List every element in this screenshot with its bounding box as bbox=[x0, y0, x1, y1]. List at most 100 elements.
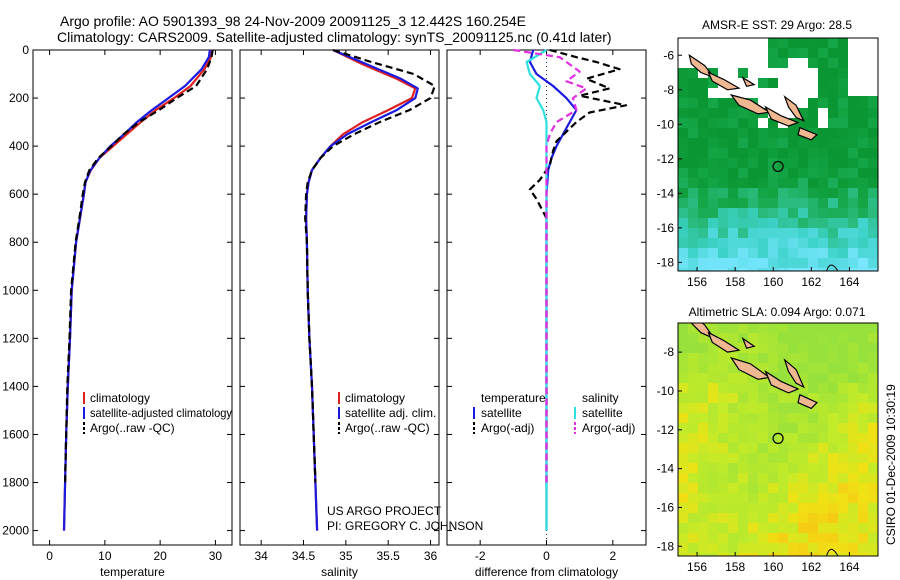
map-cell bbox=[828, 88, 838, 98]
map-cell bbox=[718, 148, 728, 158]
map-cell bbox=[818, 48, 828, 58]
map-cell bbox=[838, 58, 848, 68]
map-cell bbox=[688, 473, 698, 483]
map-cell bbox=[768, 218, 778, 228]
series-line-argo-adj bbox=[513, 48, 588, 483]
map-cell bbox=[758, 423, 768, 433]
figure-title-line2: Climatology: CARS2009. Satellite-adjuste… bbox=[57, 29, 612, 45]
map-cell bbox=[828, 403, 838, 413]
map-cell bbox=[738, 323, 748, 333]
map-cell bbox=[828, 353, 838, 363]
map-cell bbox=[798, 483, 808, 493]
x-tick-label: 10 bbox=[98, 549, 112, 563]
map-cell bbox=[858, 513, 868, 523]
map-cell bbox=[678, 138, 688, 148]
legend-label-temp-argo: Argo(-adj) bbox=[481, 421, 534, 435]
map-cell bbox=[718, 208, 728, 218]
map-cell bbox=[848, 128, 858, 138]
map-cell bbox=[718, 393, 728, 403]
map-frame bbox=[677, 322, 879, 557]
map-cell bbox=[868, 333, 878, 343]
map-cell bbox=[758, 403, 768, 413]
map-cell bbox=[748, 158, 758, 168]
map-cell bbox=[748, 553, 758, 556]
map-cell bbox=[738, 198, 748, 208]
map-cell bbox=[798, 513, 808, 523]
map-cell bbox=[678, 128, 688, 138]
map-cell bbox=[698, 493, 708, 503]
map-cell bbox=[698, 188, 708, 198]
map-cell bbox=[868, 228, 878, 238]
map-cell bbox=[828, 268, 838, 271]
map-cell bbox=[698, 128, 708, 138]
map-cell bbox=[778, 343, 788, 353]
map-cell bbox=[768, 363, 778, 373]
map-cell bbox=[678, 108, 688, 118]
map-cell bbox=[848, 228, 858, 238]
map-cell bbox=[808, 433, 818, 443]
map-cell bbox=[788, 68, 798, 78]
map-cell bbox=[788, 188, 798, 198]
map-cell bbox=[758, 503, 768, 513]
map-cell bbox=[758, 188, 768, 198]
x-tick-label: -2 bbox=[475, 549, 486, 563]
map-cell bbox=[728, 208, 738, 218]
map-cell bbox=[758, 48, 768, 58]
map-cell bbox=[678, 363, 688, 373]
map-cell bbox=[698, 423, 708, 433]
map-cell bbox=[818, 228, 828, 238]
map-cell bbox=[678, 238, 688, 248]
map-cell bbox=[748, 473, 758, 483]
map-cell bbox=[788, 433, 798, 443]
map-cell bbox=[858, 238, 868, 248]
map-cell bbox=[798, 38, 808, 48]
map-cell bbox=[798, 553, 808, 556]
map-cell bbox=[738, 433, 748, 443]
map-cell bbox=[798, 268, 808, 271]
x-tick-label: 34 bbox=[254, 549, 268, 563]
map-cell bbox=[828, 423, 838, 433]
map-cell bbox=[788, 88, 798, 98]
map-cell bbox=[708, 108, 718, 118]
map-cell bbox=[678, 208, 688, 218]
map-cell bbox=[838, 248, 848, 258]
map-cell bbox=[728, 128, 738, 138]
map-cell bbox=[798, 503, 808, 513]
map-cell bbox=[768, 158, 778, 168]
map-cell bbox=[698, 513, 708, 523]
map-cell bbox=[858, 128, 868, 138]
map-cell bbox=[748, 443, 758, 453]
map-cell bbox=[738, 108, 748, 118]
map-cell bbox=[678, 353, 688, 363]
map-cell bbox=[688, 88, 698, 98]
map-x-tick-label: 158 bbox=[725, 275, 745, 289]
map-cell bbox=[728, 483, 738, 493]
map-cell bbox=[768, 138, 778, 148]
map-cell bbox=[708, 453, 718, 463]
map-cell bbox=[868, 473, 878, 483]
map-cell bbox=[688, 108, 698, 118]
map-cell bbox=[778, 553, 788, 556]
map-cell bbox=[768, 48, 778, 58]
map-cell bbox=[708, 533, 718, 543]
map-cell bbox=[738, 178, 748, 188]
map-cell bbox=[728, 68, 738, 78]
map-cell bbox=[798, 228, 808, 238]
map-cell bbox=[748, 393, 758, 403]
map-cell bbox=[768, 68, 778, 78]
map-cell bbox=[868, 493, 878, 503]
map-cell bbox=[808, 483, 818, 493]
map-cell bbox=[698, 553, 708, 556]
island-shape bbox=[741, 336, 756, 349]
map-cell bbox=[708, 483, 718, 493]
map-cell bbox=[798, 493, 808, 503]
map-cell bbox=[778, 248, 788, 258]
map-cell bbox=[758, 178, 768, 188]
map-cell bbox=[868, 533, 878, 543]
map-cell bbox=[858, 363, 868, 373]
map-cell bbox=[788, 248, 798, 258]
map-cell bbox=[778, 168, 788, 178]
map-cell bbox=[708, 228, 718, 238]
map-cell bbox=[708, 463, 718, 473]
map-cell bbox=[738, 413, 748, 423]
